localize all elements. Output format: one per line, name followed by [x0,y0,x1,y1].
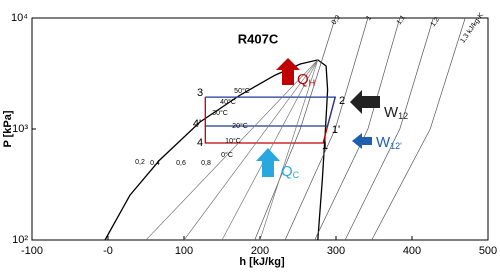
heat-label-sub: H [309,78,316,88]
quality-label: 0,8 [201,160,211,167]
x-tick-label: 400 [403,245,421,257]
entropy-label: 1,3 kJ/kg-K [459,12,485,45]
isotherm-label: 50°C [234,87,250,95]
curve [104,59,329,241]
x-tick-label: 300 [327,245,345,257]
isotherm-label: 40°C [220,98,236,106]
point-label: 2 [339,95,345,107]
x-tick-label: -0 [103,245,113,257]
heat-label-main: Q [297,71,309,88]
x-axis-label: h [kJ/kg] [239,256,285,268]
point-label: 1 [322,140,328,152]
quality-label: 0,2 [135,159,145,166]
curve [205,96,337,127]
curve [314,17,401,241]
x-tick-label: 500 [479,245,497,257]
y-tick-label: 10⁴ [11,12,28,24]
heat-label-main: W [376,134,391,151]
arrow [276,58,300,85]
isotherm-label: 10°C [225,137,241,145]
heat-label: W12 [384,104,408,121]
y-axis-label: P [kPa] [2,110,14,147]
isotherm-label: 0°C [221,151,233,159]
point-label: 1' [332,124,340,136]
point-label: 4' [193,118,201,130]
curve [221,59,319,241]
chart-title: R407C [238,31,279,46]
heat-label-main: W [384,104,399,121]
curve [145,59,319,241]
plot-frame [31,17,489,241]
heat-label-sub: C [293,170,300,180]
curve [254,17,336,241]
point-label: 4 [197,137,203,149]
quality-label: 0,4 [150,160,160,167]
curve [344,17,434,241]
curve [371,17,466,241]
arrow [352,133,372,149]
isotherm-label: 20°C [232,122,248,130]
x-tick-label: 200 [251,245,269,257]
curve [259,59,319,241]
point-label: 3 [197,87,203,99]
entropy-label: 1,2 [430,16,441,28]
x-tick-label: 100 [175,245,193,257]
heat-label-sub: 12 [398,111,408,121]
arrow [350,90,380,114]
heat-label-sub: 12' [390,141,402,151]
quality-label: 0,6 [176,160,186,167]
heat-label-main: Q [281,163,293,180]
heat-label: W12' [376,134,402,151]
x-tick-label: -100 [21,245,43,257]
curve [183,59,319,241]
heat-label: QH [297,71,315,88]
y-tick-label: 10² [12,234,28,246]
entropy-label: 1 [365,15,373,22]
arrow [256,148,280,177]
isotherm-label: 30°C [212,109,228,117]
y-tick-label: 10³ [12,123,28,135]
entropy-label: 1,1 [396,14,407,26]
heat-label: QC [281,163,300,180]
curve [284,17,369,241]
entropy-label: 0,9 [331,14,342,26]
